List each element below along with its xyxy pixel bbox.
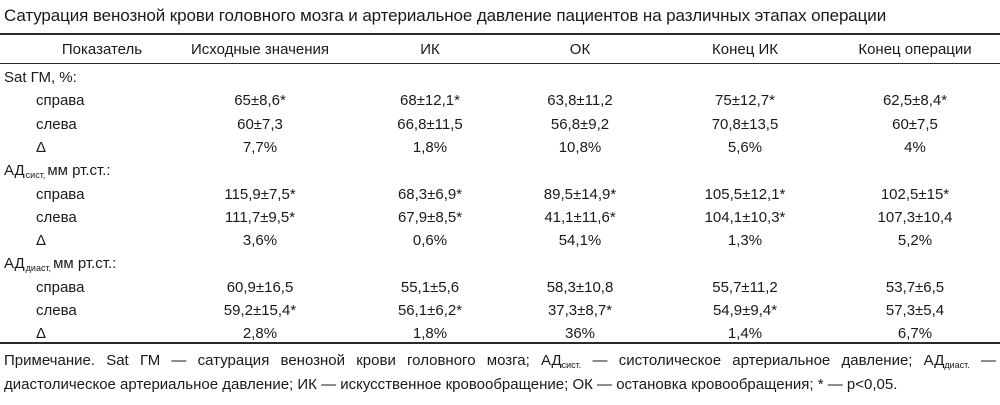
bottom-rule bbox=[0, 342, 1000, 344]
column-header: Показатель bbox=[61, 40, 143, 58]
table-row: слева 59,2±15,4* 56,1±6,2* 37,3±8,7* 54,… bbox=[0, 299, 1000, 322]
table-row: слева 111,7±9,5* 67,9±8,5* 41,1±11,6* 10… bbox=[0, 206, 1000, 229]
row-label: Δ bbox=[36, 139, 47, 157]
table-cell: 67,9±8,5* bbox=[397, 208, 463, 226]
table-cell: 7,7% bbox=[242, 139, 278, 157]
section-label-main: АД bbox=[4, 255, 25, 273]
table-cell: 36% bbox=[564, 325, 596, 343]
table-cell: 58,3±10,8 bbox=[546, 278, 614, 296]
top-rule bbox=[0, 33, 1000, 35]
table-cell: 104,1±10,3* bbox=[704, 208, 786, 226]
section-label: Sat ГМ, %: bbox=[0, 62, 1000, 89]
table-cell: 56,8±9,2 bbox=[550, 115, 610, 133]
table-cell: 56,1±6,2* bbox=[397, 302, 463, 320]
table-cell: 1,8% bbox=[412, 139, 448, 157]
section-header-row: Sat ГМ, %: bbox=[0, 62, 1000, 89]
table-footnote: Примечание. Sat ГМ — сатурация венозной … bbox=[4, 351, 996, 395]
table-cell: 2,8% bbox=[242, 325, 278, 343]
table-row: Δ 7,7% 1,8% 10,8% 5,6% 4% bbox=[0, 136, 1000, 159]
table-cell: 55,1±5,6 bbox=[400, 278, 460, 296]
row-label: Δ bbox=[36, 232, 47, 250]
data-table: Показатель Исходные значения ИК ОК Конец… bbox=[0, 36, 1000, 346]
column-header: ОК bbox=[569, 40, 591, 58]
table-cell: 105,5±12,1* bbox=[704, 185, 786, 203]
table-cell: 55,7±11,2 bbox=[712, 278, 778, 296]
column-header: Конец операции bbox=[858, 40, 972, 58]
table-cell: 3,6% bbox=[242, 232, 278, 250]
table-row: справа 60,9±16,5 55,1±5,6 58,3±10,8 55,7… bbox=[0, 276, 1000, 299]
section-label: АДдиаст, мм рт.ст.: bbox=[0, 252, 1000, 275]
table-row: Δ 3,6% 0,6% 54,1% 1,3% 5,2% bbox=[0, 229, 1000, 252]
section-label-tail: мм рт.ст.: bbox=[47, 161, 111, 179]
footnote-text: — диастолическое артериальное давление; … bbox=[4, 352, 996, 393]
row-label: справа bbox=[36, 278, 85, 296]
section-label-main: АД bbox=[4, 161, 25, 179]
table-row: Δ 2,8% 1,8% 36% 1,4% 6,7% bbox=[0, 322, 1000, 345]
section-label-subscript: сист, bbox=[25, 169, 46, 180]
table-cell: 6,7% bbox=[897, 325, 933, 343]
table-cell: 54,1% bbox=[558, 232, 602, 250]
row-label: слева bbox=[36, 115, 77, 133]
section-label-main: Sat ГМ, %: bbox=[4, 69, 77, 87]
table-cell: 66,8±11,5 bbox=[397, 115, 463, 133]
table-title: Сатурация венозной крови головного мозга… bbox=[4, 6, 887, 25]
row-label: справа bbox=[36, 185, 85, 203]
section-label: АДсист, мм рт.ст.: bbox=[0, 159, 1000, 182]
table-cell: 107,3±10,4 bbox=[877, 208, 953, 226]
footnote-text: — систолическое артериальное давление; А… bbox=[581, 352, 945, 369]
table-cell: 60,9±16,5 bbox=[226, 278, 294, 296]
table-cell: 41,1±11,6* bbox=[544, 208, 616, 226]
table-cell: 68,3±6,9* bbox=[397, 185, 463, 203]
column-header: Конец ИК bbox=[712, 40, 778, 58]
table-cell: 10,8% bbox=[558, 139, 602, 157]
footnote-text: Примечание. Sat ГМ — сатурация венозной … bbox=[4, 352, 562, 369]
column-header: Исходные значения bbox=[190, 40, 330, 58]
table-cell: 5,6% bbox=[727, 139, 763, 157]
table-cell: 1,8% bbox=[412, 325, 448, 343]
table-cell: 37,3±8,7* bbox=[547, 302, 613, 320]
footnote-subscript: сист. bbox=[561, 360, 582, 370]
row-label: Δ bbox=[36, 325, 47, 343]
table-cell: 102,5±15* bbox=[880, 185, 950, 203]
table-cell: 1,3% bbox=[727, 232, 763, 250]
table-cell: 65±8,6* bbox=[234, 92, 286, 110]
table-cell: 63,8±11,2 bbox=[547, 92, 613, 110]
row-label: справа bbox=[36, 92, 85, 110]
table-cell: 54,9±9,4* bbox=[712, 302, 778, 320]
table-cell: 57,3±5,4 bbox=[885, 302, 945, 320]
table-cell: 1,4% bbox=[727, 325, 763, 343]
header-rule bbox=[0, 63, 1000, 64]
table-cell: 75±12,7* bbox=[715, 92, 775, 110]
table-cell: 4% bbox=[904, 139, 926, 157]
row-label: слева bbox=[36, 302, 77, 320]
table-row: слева 60±7,3 66,8±11,5 56,8±9,2 70,8±13,… bbox=[0, 113, 1000, 136]
section-label-tail: мм рт.ст.: bbox=[53, 255, 117, 273]
section-header-row: АДсист, мм рт.ст.: bbox=[0, 159, 1000, 182]
table-row: справа 115,9±7,5* 68,3±6,9* 89,5±14,9* 1… bbox=[0, 182, 1000, 205]
row-label: слева bbox=[36, 208, 77, 226]
header-row: Показатель Исходные значения ИК ОК Конец… bbox=[0, 36, 1000, 62]
table-cell: 5,2% bbox=[897, 232, 933, 250]
table-cell: 0,6% bbox=[412, 232, 448, 250]
column-header: ИК bbox=[420, 40, 440, 58]
table-cell: 115,9±7,5* bbox=[224, 185, 296, 203]
table-cell: 89,5±14,9* bbox=[543, 185, 617, 203]
table-cell: 59,2±15,4* bbox=[223, 302, 297, 320]
table-row: справа 65±8,6* 68±12,1* 63,8±11,2 75±12,… bbox=[0, 89, 1000, 112]
table-cell: 111,7±9,5* bbox=[224, 208, 296, 226]
footnote-subscript: диаст. bbox=[944, 360, 970, 370]
section-label-subscript: диаст, bbox=[25, 263, 52, 274]
section-header-row: АДдиаст, мм рт.ст.: bbox=[0, 252, 1000, 275]
table-cell: 60±7,3 bbox=[237, 115, 283, 133]
table-cell: 62,5±8,4* bbox=[882, 92, 948, 110]
table-cell: 70,8±13,5 bbox=[711, 115, 779, 133]
table-cell: 60±7,5 bbox=[892, 115, 938, 133]
table-cell: 53,7±6,5 bbox=[885, 278, 945, 296]
table-cell: 68±12,1* bbox=[400, 92, 460, 110]
